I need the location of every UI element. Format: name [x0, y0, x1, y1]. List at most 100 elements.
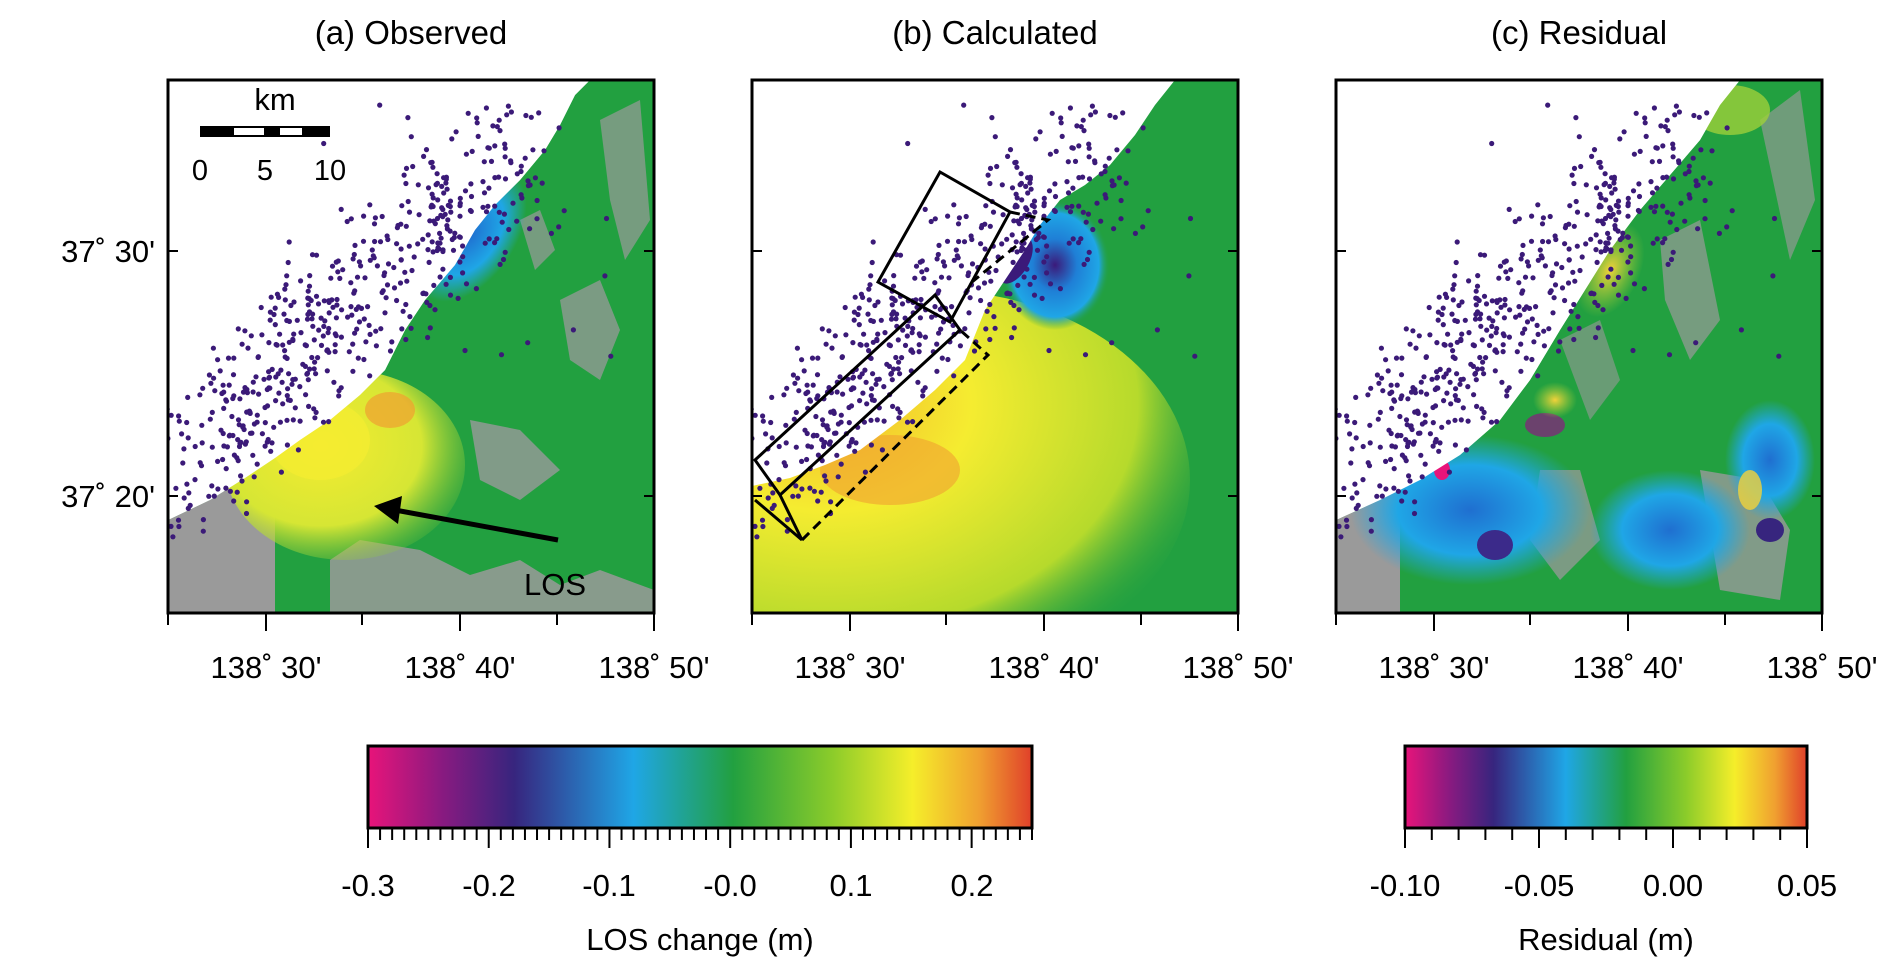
earthquake-point	[1052, 181, 1058, 187]
earthquake-point	[435, 245, 441, 251]
earthquake-point	[1574, 243, 1580, 249]
earthquake-point	[760, 523, 766, 530]
earthquake-point	[1698, 147, 1704, 153]
earthquake-point	[415, 241, 421, 247]
earthquake-point	[200, 385, 206, 391]
earthquake-point	[1410, 385, 1416, 391]
earthquake-point	[987, 336, 993, 343]
earthquake-point	[1320, 463, 1325, 468]
earthquake-point	[1537, 247, 1543, 253]
earthquake-point	[1673, 103, 1679, 109]
earthquake-point	[1388, 456, 1394, 463]
earthquake-point	[1449, 311, 1455, 317]
earthquake-point	[1053, 148, 1059, 154]
earthquake-point	[374, 263, 380, 269]
earthquake-point	[1389, 443, 1395, 449]
earthquake-point	[862, 469, 869, 475]
earthquake-point	[443, 180, 449, 186]
earthquake-point	[1367, 440, 1373, 446]
earthquake-point	[851, 309, 858, 315]
earthquake-point	[874, 337, 880, 344]
earthquake-point	[1571, 165, 1578, 171]
earthquake-point	[234, 489, 240, 495]
earthquake-point	[985, 172, 991, 178]
earthquake-point	[983, 326, 989, 332]
earthquake-point	[309, 252, 316, 258]
earthquake-point	[389, 339, 395, 345]
earthquake-point	[421, 153, 427, 159]
earthquake-point	[1662, 236, 1668, 242]
earthquake-point	[254, 412, 260, 418]
earthquake-point	[284, 317, 290, 324]
earthquake-point	[456, 234, 463, 240]
earthquake-point	[1086, 154, 1092, 160]
earthquake-point	[1098, 218, 1104, 224]
earthquake-point	[1383, 458, 1389, 464]
earthquake-point	[1724, 224, 1730, 230]
earthquake-point	[962, 326, 968, 332]
earthquake-point	[1094, 200, 1100, 206]
earthquake-point	[1460, 405, 1466, 411]
earthquake-point	[868, 442, 875, 448]
earthquake-point	[281, 311, 287, 317]
earthquake-point	[891, 366, 897, 372]
earthquake-point	[255, 354, 261, 360]
fault-south-dashed	[800, 328, 991, 542]
earthquake-point	[815, 355, 821, 361]
earthquake-point	[307, 366, 313, 372]
earthquake-point	[1686, 168, 1692, 175]
earthquake-point	[1541, 328, 1547, 334]
earthquake-point	[221, 443, 227, 449]
earthquake-point	[1388, 382, 1394, 388]
earthquake-point	[247, 409, 253, 415]
earthquake-point	[869, 386, 875, 392]
earthquake-point	[1611, 180, 1617, 186]
earthquake-point	[795, 375, 801, 381]
earthquake-point	[1044, 254, 1050, 260]
earthquake-point	[949, 304, 955, 310]
earthquake-point	[1609, 190, 1615, 196]
earthquake-point	[385, 261, 392, 267]
earthquake-point	[1478, 311, 1484, 317]
map-observed	[168, 80, 654, 613]
earthquake-point	[1686, 163, 1692, 169]
earthquake-point	[1406, 473, 1412, 479]
earthquake-point	[385, 236, 391, 243]
lon-label-b-2: 138˚ 40'	[988, 650, 1099, 685]
earthquake-point	[326, 419, 332, 425]
earthquake-point	[1082, 352, 1089, 358]
earthquake-point	[1090, 226, 1096, 233]
earthquake-point	[1483, 301, 1490, 307]
earthquake-point	[969, 236, 975, 243]
earthquake-point	[415, 182, 421, 188]
earthquake-point	[1571, 180, 1577, 187]
earthquake-point	[886, 342, 892, 348]
earthquake-point	[1630, 347, 1636, 354]
earthquake-point	[1450, 348, 1456, 354]
earthquake-point	[891, 273, 897, 279]
earthquake-point	[391, 264, 397, 271]
earthquake-point	[362, 275, 368, 281]
earthquake-point	[1481, 371, 1487, 377]
earthquake-point	[447, 274, 453, 280]
earthquake-point	[306, 283, 313, 289]
earthquake-point	[1072, 158, 1079, 164]
earthquake-point	[1691, 112, 1697, 119]
earthquake-point	[483, 209, 490, 215]
earthquake-point	[971, 348, 978, 354]
los-tick-label: 0.2	[950, 868, 993, 903]
earthquake-point	[523, 112, 529, 119]
earthquake-point	[399, 203, 405, 209]
earthquake-point	[1625, 213, 1631, 219]
earthquake-point	[1612, 223, 1618, 229]
earthquake-point	[746, 425, 751, 430]
earthquake-point	[1682, 218, 1688, 224]
earthquake-point	[324, 347, 330, 353]
earthquake-point	[1388, 430, 1394, 437]
earthquake-point	[804, 382, 810, 388]
earthquake-point	[1393, 355, 1400, 361]
earthquake-point	[1530, 275, 1536, 281]
earthquake-point	[1031, 198, 1038, 204]
earthquake-point	[1016, 307, 1022, 313]
earthquake-point	[383, 295, 389, 301]
